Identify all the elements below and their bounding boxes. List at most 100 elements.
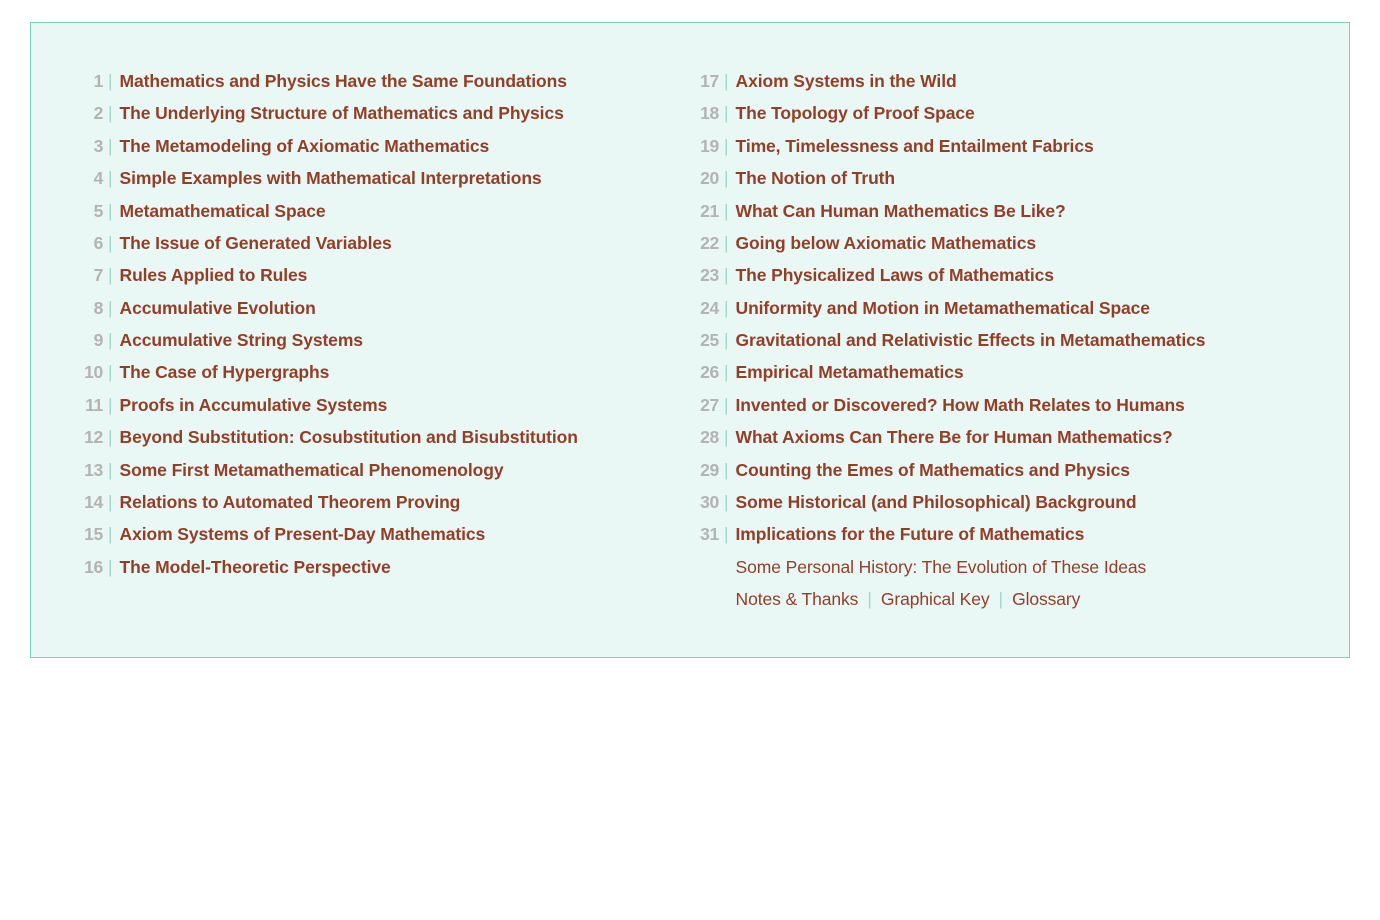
toc-item[interactable]: 10 | The Case of Hypergraphs xyxy=(79,356,675,388)
appendix-link-glossary[interactable]: Glossary xyxy=(1012,583,1080,615)
toc-title[interactable]: Some First Metamathematical Phenomenolog… xyxy=(120,454,504,486)
toc-item[interactable]: 3 | The Metamodeling of Axiomatic Mathem… xyxy=(79,130,675,162)
toc-title[interactable]: What Can Human Mathematics Be Like? xyxy=(736,195,1066,227)
toc-item[interactable]: 27 | Invented or Discovered? How Math Re… xyxy=(695,389,1291,421)
toc-item[interactable]: 31 | Implications for the Future of Math… xyxy=(695,518,1291,550)
toc-number: 26 xyxy=(695,356,719,388)
toc-item[interactable]: 8 | Accumulative Evolution xyxy=(79,292,675,324)
toc-title[interactable]: Counting the Emes of Mathematics and Phy… xyxy=(736,454,1130,486)
toc-item[interactable]: 22 | Going below Axiomatic Mathematics xyxy=(695,227,1291,259)
toc-number: 29 xyxy=(695,454,719,486)
toc-item[interactable]: 5 | Metamathematical Space xyxy=(79,195,675,227)
toc-item[interactable]: 24 | Uniformity and Motion in Metamathem… xyxy=(695,292,1291,324)
toc-column-right: 17 | Axiom Systems in the Wild 18 | The … xyxy=(695,65,1291,615)
toc-title[interactable]: Simple Examples with Mathematical Interp… xyxy=(120,162,542,194)
toc-item[interactable]: 4 | Simple Examples with Mathematical In… xyxy=(79,162,675,194)
toc-separator: | xyxy=(108,551,113,583)
toc-separator: | xyxy=(108,195,113,227)
toc-item[interactable]: 11 | Proofs in Accumulative Systems xyxy=(79,389,675,421)
toc-item[interactable]: 21 | What Can Human Mathematics Be Like? xyxy=(695,195,1291,227)
toc-title[interactable]: Uniformity and Motion in Metamathematica… xyxy=(736,292,1150,324)
toc-number: 15 xyxy=(79,518,103,550)
toc-item[interactable]: 13 | Some First Metamathematical Phenome… xyxy=(79,454,675,486)
toc-number: 27 xyxy=(695,389,719,421)
toc-title[interactable]: What Axioms Can There Be for Human Mathe… xyxy=(736,421,1173,453)
toc-item[interactable]: 9 | Accumulative String Systems xyxy=(79,324,675,356)
toc-title[interactable]: Invented or Discovered? How Math Relates… xyxy=(736,389,1185,421)
toc-separator: | xyxy=(108,130,113,162)
toc-separator: | xyxy=(724,97,729,129)
toc-item[interactable]: 7 | Rules Applied to Rules xyxy=(79,259,675,291)
toc-item[interactable]: 30 | Some Historical (and Philosophical)… xyxy=(695,486,1291,518)
toc-separator: | xyxy=(724,421,729,453)
toc-item[interactable]: 6 | The Issue of Generated Variables xyxy=(79,227,675,259)
toc-number: 23 xyxy=(695,259,719,291)
toc-item[interactable]: 2 | The Underlying Structure of Mathemat… xyxy=(79,97,675,129)
toc-title[interactable]: Empirical Metamathematics xyxy=(736,356,964,388)
toc-item[interactable]: 23 | The Physicalized Laws of Mathematic… xyxy=(695,259,1291,291)
toc-number: 9 xyxy=(79,324,103,356)
toc-title[interactable]: The Issue of Generated Variables xyxy=(120,227,392,259)
toc-title[interactable]: Mathematics and Physics Have the Same Fo… xyxy=(120,65,567,97)
toc-title[interactable]: Rules Applied to Rules xyxy=(120,259,308,291)
toc-container: 1 | Mathematics and Physics Have the Sam… xyxy=(30,22,1350,658)
toc-title[interactable]: The Topology of Proof Space xyxy=(736,97,975,129)
toc-number: 7 xyxy=(79,259,103,291)
toc-separator: | xyxy=(108,259,113,291)
toc-number: 24 xyxy=(695,292,719,324)
toc-item[interactable]: 20 | The Notion of Truth xyxy=(695,162,1291,194)
toc-title[interactable]: Implications for the Future of Mathemati… xyxy=(736,518,1085,550)
appendix-item[interactable]: | Some Personal History: The Evolution o… xyxy=(695,551,1291,583)
toc-separator: | xyxy=(724,454,729,486)
toc-title[interactable]: Time, Timelessness and Entailment Fabric… xyxy=(736,130,1094,162)
toc-separator: | xyxy=(724,65,729,97)
toc-title[interactable]: Accumulative String Systems xyxy=(120,324,363,356)
toc-item[interactable]: 26 | Empirical Metamathematics xyxy=(695,356,1291,388)
toc-separator: | xyxy=(724,162,729,194)
toc-title[interactable]: The Physicalized Laws of Mathematics xyxy=(736,259,1054,291)
toc-item[interactable]: 12 | Beyond Substitution: Cosubstitution… xyxy=(79,421,675,453)
toc-title[interactable]: Gravitational and Relativistic Effects i… xyxy=(736,324,1206,356)
toc-separator: | xyxy=(108,518,113,550)
toc-item[interactable]: 18 | The Topology of Proof Space xyxy=(695,97,1291,129)
toc-number: 25 xyxy=(695,324,719,356)
toc-item[interactable]: 28 | What Axioms Can There Be for Human … xyxy=(695,421,1291,453)
toc-number: 8 xyxy=(79,292,103,324)
toc-separator: | xyxy=(724,259,729,291)
toc-item[interactable]: 29 | Counting the Emes of Mathematics an… xyxy=(695,454,1291,486)
toc-item[interactable]: 19 | Time, Timelessness and Entailment F… xyxy=(695,130,1291,162)
toc-title[interactable]: Accumulative Evolution xyxy=(120,292,316,324)
toc-separator: | xyxy=(724,195,729,227)
toc-item[interactable]: 17 | Axiom Systems in the Wild xyxy=(695,65,1291,97)
toc-title[interactable]: Metamathematical Space xyxy=(120,195,326,227)
toc-item[interactable]: 25 | Gravitational and Relativistic Effe… xyxy=(695,324,1291,356)
toc-title[interactable]: The Notion of Truth xyxy=(736,162,895,194)
toc-separator: | xyxy=(108,421,113,453)
toc-number: 17 xyxy=(695,65,719,97)
toc-number: 5 xyxy=(79,195,103,227)
toc-item[interactable]: 1 | Mathematics and Physics Have the Sam… xyxy=(79,65,675,97)
toc-title[interactable]: The Case of Hypergraphs xyxy=(120,356,330,388)
toc-title[interactable]: Going below Axiomatic Mathematics xyxy=(736,227,1036,259)
toc-title[interactable]: Relations to Automated Theorem Proving xyxy=(120,486,461,518)
toc-column-left: 1 | Mathematics and Physics Have the Sam… xyxy=(79,65,675,615)
appendix-link-notes[interactable]: Notes & Thanks xyxy=(736,583,859,615)
appendix-link-graphical-key[interactable]: Graphical Key xyxy=(881,583,990,615)
toc-separator: | xyxy=(724,486,729,518)
toc-item[interactable]: 16 | The Model-Theoretic Perspective xyxy=(79,551,675,583)
toc-title[interactable]: Some Historical (and Philosophical) Back… xyxy=(736,486,1137,518)
toc-title[interactable]: The Underlying Structure of Mathematics … xyxy=(120,97,564,129)
toc-title[interactable]: The Metamodeling of Axiomatic Mathematic… xyxy=(120,130,490,162)
toc-separator: | xyxy=(724,292,729,324)
toc-title[interactable]: Beyond Substitution: Cosubstitution and … xyxy=(120,421,578,453)
toc-item[interactable]: 15 | Axiom Systems of Present-Day Mathem… xyxy=(79,518,675,550)
toc-item[interactable]: 14 | Relations to Automated Theorem Prov… xyxy=(79,486,675,518)
toc-title[interactable]: Proofs in Accumulative Systems xyxy=(120,389,388,421)
toc-number: 6 xyxy=(79,227,103,259)
toc-separator: | xyxy=(724,130,729,162)
toc-title[interactable]: The Model-Theoretic Perspective xyxy=(120,551,391,583)
appendix-link-sep: | xyxy=(867,583,872,615)
toc-title[interactable]: Axiom Systems of Present-Day Mathematics xyxy=(120,518,486,550)
toc-title[interactable]: Axiom Systems in the Wild xyxy=(736,65,957,97)
appendix-narrative[interactable]: Some Personal History: The Evolution of … xyxy=(736,551,1147,583)
